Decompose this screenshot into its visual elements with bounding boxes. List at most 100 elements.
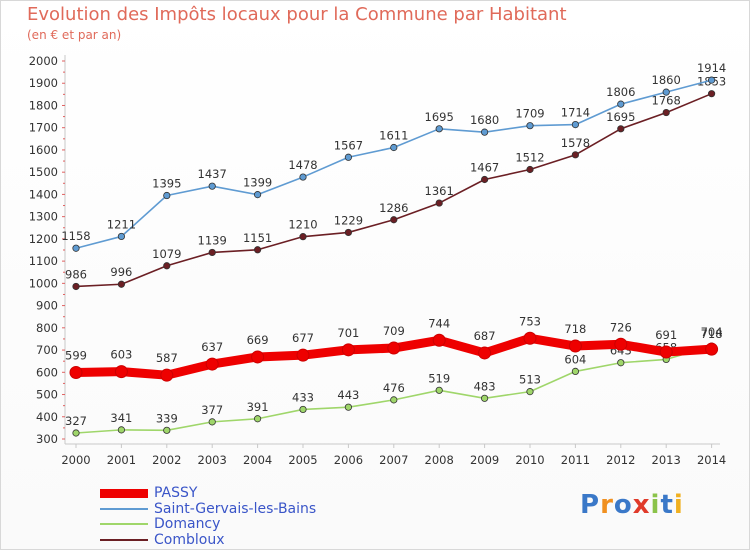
x-tick-label: 2012 <box>606 453 635 467</box>
y-tick-label: 1000 <box>29 276 58 290</box>
y-tick-label: 300 <box>36 432 58 446</box>
data-point-combloux <box>117 280 126 288</box>
data-label-combloux: 1467 <box>470 161 499 175</box>
y-tick-label: 500 <box>36 388 58 402</box>
data-point-passy <box>160 368 174 382</box>
data-label-combloux: 1151 <box>243 231 272 245</box>
data-label-passy: 726 <box>610 320 632 334</box>
y-tick-label: 1700 <box>29 121 58 135</box>
x-tick-label: 2001 <box>107 453 136 467</box>
data-label-combloux: 1768 <box>652 94 681 108</box>
y-tick-label: 2000 <box>29 54 58 68</box>
data-point-passy <box>296 348 310 362</box>
x-tick-label: 2007 <box>379 453 408 467</box>
data-label-combloux: 1695 <box>606 110 635 124</box>
y-tick-label: 400 <box>36 410 58 424</box>
y-tick-label: 1300 <box>29 210 58 224</box>
logo-letter: i <box>650 490 661 520</box>
x-tick-label: 2003 <box>198 453 227 467</box>
data-label-saint-gervais-les-bains: 1211 <box>107 217 136 231</box>
data-point-domancy <box>208 418 216 426</box>
data-label-domancy: 604 <box>564 352 586 366</box>
data-point-combloux <box>435 199 443 207</box>
data-point-combloux <box>571 151 580 159</box>
data-point-domancy <box>163 426 171 434</box>
data-label-passy: 669 <box>247 333 269 347</box>
y-tick-label: 1400 <box>29 187 58 201</box>
data-point-domancy <box>72 429 80 437</box>
data-label-domancy: 476 <box>383 381 405 395</box>
y-tick-label: 800 <box>36 321 58 335</box>
logo-letter: i <box>673 490 684 520</box>
logo-letter: P <box>580 490 601 520</box>
data-label-combloux: 996 <box>110 265 132 279</box>
x-tick-label: 2004 <box>243 453 272 467</box>
chart-title: Evolution des Impôts locaux pour la Comm… <box>27 4 567 25</box>
data-point-passy <box>387 341 401 355</box>
data-point-combloux <box>344 228 352 237</box>
data-point-passy <box>568 339 582 353</box>
legend-swatch-domancy <box>100 523 148 526</box>
y-tick-label: 1800 <box>29 98 58 112</box>
data-point-domancy <box>571 367 580 376</box>
data-point-passy <box>705 342 719 356</box>
y-tick-label: 900 <box>36 299 58 313</box>
data-label-saint-gervais-les-bains: 1567 <box>334 138 363 152</box>
data-point-passy <box>659 345 673 359</box>
data-point-domancy <box>480 394 489 402</box>
data-point-combloux <box>254 246 262 254</box>
legend-swatch-saint-gervais <box>100 507 148 510</box>
data-label-domancy: 391 <box>247 400 269 414</box>
y-tick-label: 700 <box>36 343 58 357</box>
logo-letter: r <box>600 490 614 520</box>
data-point-saint-gervais-les-bains <box>526 122 534 130</box>
x-tick-label: 2008 <box>425 453 454 467</box>
data-label-combloux: 1210 <box>288 218 317 232</box>
data-point-domancy <box>526 388 534 396</box>
data-point-saint-gervais-les-bains <box>707 76 716 84</box>
y-tick-label: 1200 <box>29 232 58 246</box>
data-point-saint-gervais-les-bains <box>662 88 670 96</box>
data-point-combloux <box>617 125 625 133</box>
data-label-passy: 603 <box>110 348 132 362</box>
data-label-combloux: 1079 <box>152 247 181 261</box>
data-point-saint-gervais-les-bains <box>480 128 489 136</box>
x-tick-label: 2011 <box>561 453 590 467</box>
data-label-passy: 701 <box>337 326 359 340</box>
data-label-saint-gervais-les-bains: 1611 <box>379 128 408 142</box>
data-point-domancy <box>617 359 625 367</box>
data-label-passy: 718 <box>564 322 586 336</box>
data-label-domancy: 513 <box>519 373 541 387</box>
legend-label-saint-gervais: Saint-Gervais-les-Bains <box>154 500 317 517</box>
data-label-saint-gervais-les-bains: 1695 <box>425 110 454 124</box>
legend-label-domancy: Domancy <box>154 516 221 533</box>
data-point-passy <box>478 346 492 360</box>
data-point-combloux <box>299 233 307 241</box>
data-label-domancy: 519 <box>428 371 450 385</box>
data-label-domancy: 339 <box>156 411 178 425</box>
y-tick-label: 1900 <box>29 76 58 90</box>
data-point-combloux <box>208 248 216 257</box>
data-label-domancy: 718 <box>701 327 723 341</box>
data-point-saint-gervais-les-bains <box>344 153 352 161</box>
data-point-domancy <box>299 405 307 414</box>
data-point-combloux <box>526 165 534 174</box>
data-label-passy: 599 <box>65 349 87 363</box>
data-point-domancy <box>344 403 352 411</box>
y-tick-label: 1600 <box>29 143 58 157</box>
x-tick-label: 2013 <box>652 453 681 467</box>
data-point-domancy <box>117 426 126 434</box>
x-tick-label: 2002 <box>152 453 181 467</box>
data-label-saint-gervais-les-bains: 1709 <box>515 107 544 121</box>
legend-swatch-combloux <box>100 538 148 541</box>
data-label-domancy: 341 <box>110 411 132 425</box>
data-label-passy: 753 <box>519 314 541 328</box>
data-label-saint-gervais-les-bains: 1860 <box>652 73 681 87</box>
data-label-combloux: 1578 <box>561 136 590 150</box>
data-label-combloux: 1512 <box>515 151 544 165</box>
data-label-passy: 704 <box>701 325 723 339</box>
data-label-saint-gervais-les-bains: 1437 <box>198 167 227 181</box>
data-point-domancy <box>390 396 398 404</box>
